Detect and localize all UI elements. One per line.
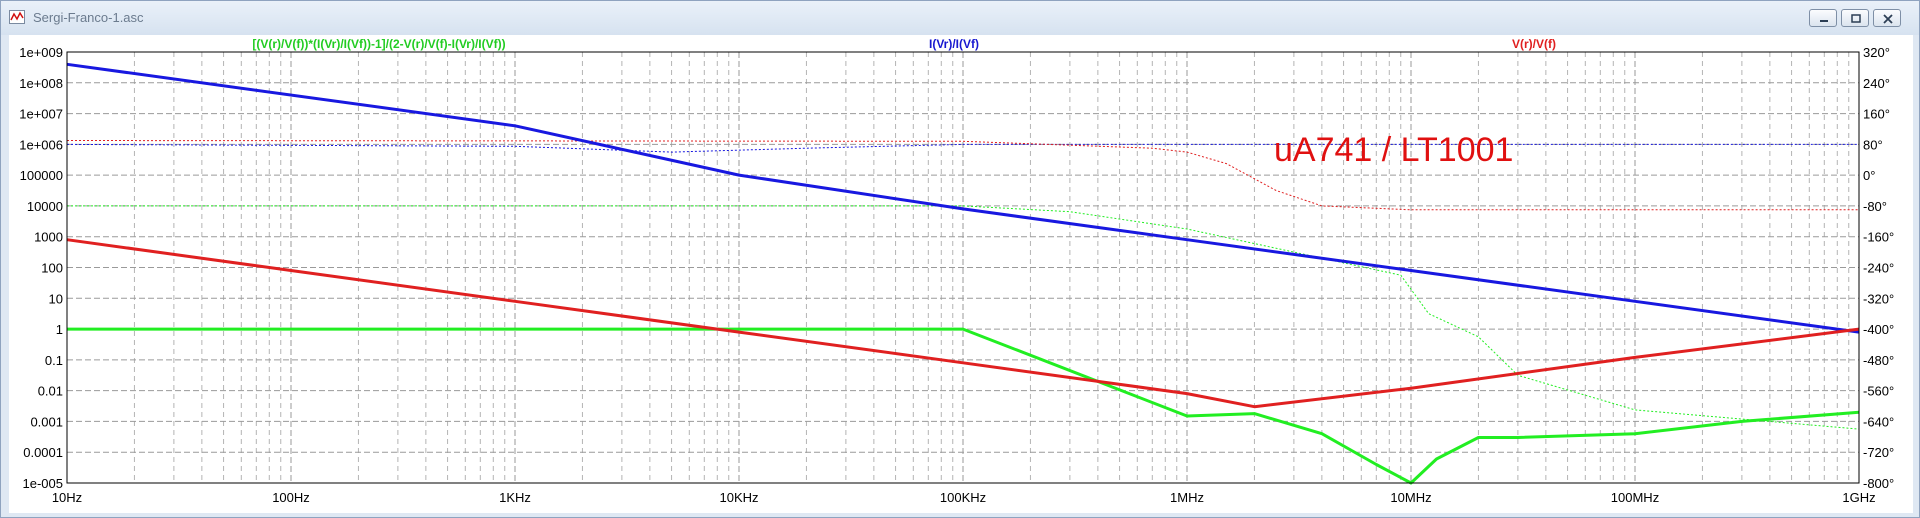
title-bar[interactable]: Sergi-Franco-1.asc: [1, 1, 1919, 35]
y-left-tick-label: 10: [49, 291, 63, 306]
plot-grid: [66, 51, 1859, 484]
x-tick-label: 10MHz: [1390, 490, 1431, 505]
plot-annotation: uA741 / LT1001: [1274, 131, 1513, 169]
y-right-tick-label: -400°: [1863, 322, 1894, 337]
x-tick-label: 1MHz: [1170, 490, 1204, 505]
trace-legend[interactable]: [(V(r)/V(f))*(I(Vr)/I(Vf))-1]/(2-V(r)/V(…: [252, 37, 1556, 51]
minimize-icon: [1820, 20, 1828, 22]
legend-label-2: V(r)/V(f): [1512, 37, 1556, 51]
legend-label-1: I(Vr)/I(Vf): [929, 37, 979, 51]
trace-magnitude-1: [66, 62, 1860, 334]
right-axis-labels: 320° 240° 160° 80° 0° -80° -160° -240° -320° -400…: [1863, 45, 1894, 491]
y-right-tick-label: 320°: [1863, 45, 1890, 60]
x-axis-labels: 10Hz 100Hz 1KHz 10KHz 100KHz 1MHz 10MHz 100MHz 1…: [52, 490, 1876, 505]
y-left-tick-label: 100000: [20, 168, 63, 183]
y-right-tick-label: -720°: [1863, 445, 1894, 460]
trace-group: [66, 62, 1860, 485]
y-left-tick-label: 1e-005: [23, 476, 63, 491]
y-left-tick-label: 1e+007: [19, 107, 63, 122]
trace-phase-1: [66, 143, 1859, 153]
trace-phase-0: [67, 205, 1860, 430]
y-right-tick-label: 240°: [1863, 76, 1890, 91]
bode-plot[interactable]: 1e+009 1e+008 1e+007 1e+006 100000 10000 1000 1…: [9, 35, 1913, 513]
y-right-tick-label: -640°: [1863, 414, 1894, 429]
close-button[interactable]: [1873, 9, 1901, 27]
x-tick-label: 1KHz: [499, 490, 531, 505]
close-icon: [1883, 14, 1893, 24]
legend-label-0: [(V(r)/V(f))*(I(Vr)/I(Vf))-1]/(2-V(r)/V(…: [252, 37, 505, 51]
y-left-tick-label: 10000: [27, 199, 63, 214]
y-right-tick-label: -800°: [1863, 476, 1894, 491]
plot-frame: [66, 51, 1860, 484]
restore-icon: [1851, 14, 1861, 23]
y-right-tick-label: 160°: [1863, 107, 1890, 122]
y-right-tick-label: -480°: [1863, 353, 1894, 368]
left-axis-labels: 1e+009 1e+008 1e+007 1e+006 100000 10000 1000 1…: [19, 45, 63, 491]
y-left-tick-label: 1e+006: [19, 137, 63, 152]
window-title: Sergi-Franco-1.asc: [33, 10, 144, 25]
y-left-tick-label: 0.1: [45, 353, 63, 368]
y-right-tick-label: -240°: [1863, 261, 1894, 276]
y-right-tick-label: -160°: [1863, 230, 1894, 245]
y-left-tick-label: 1000: [34, 230, 63, 245]
x-tick-label: 100MHz: [1611, 490, 1659, 505]
x-tick-label: 100Hz: [272, 490, 310, 505]
y-right-tick-label: -560°: [1863, 384, 1894, 399]
y-right-tick-label: -320°: [1863, 291, 1894, 306]
ltspice-waveform-icon: [9, 10, 25, 24]
y-left-tick-label: 0.0001: [23, 445, 63, 460]
y-right-tick-label: -80°: [1863, 199, 1887, 214]
y-left-tick-label: 0.01: [38, 384, 63, 399]
y-left-tick-label: 0.001: [30, 414, 63, 429]
y-left-tick-label: 100: [41, 261, 63, 276]
restore-button[interactable]: [1841, 9, 1869, 27]
y-right-tick-label: 80°: [1863, 137, 1883, 152]
y-left-tick-label: 1: [56, 322, 63, 337]
y-left-tick-label: 1e+009: [19, 45, 63, 60]
y-left-tick-label: 1e+008: [19, 76, 63, 91]
x-tick-label: 10Hz: [52, 490, 82, 505]
trace-magnitude-2: [66, 238, 1860, 409]
y-right-tick-label: 0°: [1863, 168, 1875, 183]
minimize-button[interactable]: [1809, 9, 1837, 27]
x-tick-label: 1GHz: [1842, 490, 1875, 505]
waveform-viewer[interactable]: 1e+009 1e+008 1e+007 1e+006 100000 10000 1000 1…: [9, 35, 1913, 513]
x-tick-label: 10KHz: [719, 490, 758, 505]
trace-magnitude-0: [67, 327, 1860, 485]
x-tick-label: 100KHz: [940, 490, 986, 505]
trace-phase-2: [66, 140, 1859, 211]
